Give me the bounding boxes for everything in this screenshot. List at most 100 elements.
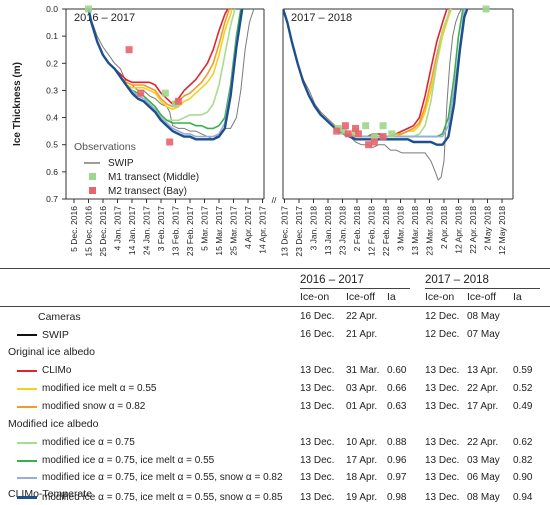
series-line-mod_melt	[87, 8, 233, 111]
x-tick-label: 2 Apr. 2018	[439, 206, 449, 249]
cell: 13 Dec.	[300, 383, 335, 394]
mod-snow-swatch	[17, 406, 37, 408]
group-heading-original: Original ice albedo	[0, 345, 550, 359]
legend-label-swip: SWIP	[108, 158, 134, 169]
x-tick-label: 22 Feb. 2018	[381, 206, 391, 256]
row-label-mod-ice-melt: modified ice α = 0.75, ice melt α = 0.55	[42, 455, 215, 466]
x-tick-label: 13 Mar. 2018	[410, 206, 420, 256]
x-tick-label: 14 Apr. 2017	[258, 206, 268, 254]
obs-marker-obs_m1	[340, 127, 348, 135]
obs-marker-obs_m1	[370, 133, 378, 141]
x-tick-label: 22 Apr. 2018	[468, 206, 478, 254]
cell: 13 Dec.	[300, 455, 335, 466]
series-line-swip	[283, 8, 462, 181]
obs-marker-obs_m2	[174, 97, 182, 105]
cell: 16 Dec.	[300, 329, 335, 340]
cell: 10 Apr.	[346, 437, 378, 448]
cell: 07 May	[467, 329, 500, 340]
cell: 0.49	[513, 401, 533, 412]
col-ia-2: Ia	[513, 291, 522, 303]
cell: 0.63	[387, 401, 407, 412]
x-tick-label: 24 Jan. 2017	[142, 206, 152, 255]
x-tick-label: 13 Dec. 2017	[280, 206, 290, 257]
series-line-mod_ice_melt_snow	[283, 8, 466, 138]
ice-dates-table: 2016 – 2017 2017 – 2018 Ice-on Ice-off I…	[0, 268, 550, 505]
table-row: modified ice melt α = 0.55 13 Dec. 03 Ap…	[0, 382, 550, 396]
col-ice-on-2: Ice-on	[425, 291, 455, 303]
panel-title: 2016 – 2017	[74, 12, 135, 24]
cell: 12 Dec.	[425, 311, 460, 322]
y-tick-label: 0.6	[46, 167, 58, 177]
panel-1: 5 Dec. 2016 15 Dec. 2016 25 Dec. 2016 4 Jan…	[66, 5, 268, 257]
axis-break-mark: //	[272, 195, 277, 205]
cell: 03 Apr.	[346, 383, 378, 394]
obs-marker-obs_m1	[362, 122, 370, 130]
x-tick-label: 12 Feb. 2018	[367, 206, 377, 256]
cell: 13 Dec.	[300, 401, 335, 412]
cell: 19 Apr.	[346, 492, 378, 503]
series-line-mod_ice_melt	[87, 8, 242, 130]
col-ice-off-1: Ice-off	[346, 291, 375, 303]
row-label-cameras: Cameras	[38, 311, 81, 323]
obs-marker-obs_m1	[85, 5, 92, 13]
x-tick-label: 5 Dec. 2016	[69, 206, 79, 252]
mod-melt-swatch	[17, 388, 37, 390]
y-tick-label: 0.3	[46, 85, 58, 95]
x-tick-label: 15 Mar. 2017	[214, 206, 224, 256]
col-ice-off-2: Ice-off	[467, 291, 496, 303]
cell: 13 Dec.	[300, 472, 335, 483]
obs-marker-obs_m2	[354, 130, 362, 138]
cell: 03 May	[467, 455, 500, 466]
cell: 13 Dec.	[425, 365, 460, 376]
obs-marker-obs_m2	[352, 124, 360, 132]
cell: 08 May	[467, 311, 500, 322]
x-tick-label: 25 Dec. 2016	[98, 206, 108, 257]
x-tick-label: 23 Dec. 2017	[294, 206, 304, 257]
season-header-2: 2017 – 2018	[425, 274, 489, 286]
x-tick-label: 2 Feb. 2018	[352, 206, 362, 252]
cell: 0.62	[513, 437, 533, 448]
x-tick-label: 4 Jan. 2017	[113, 206, 123, 251]
x-tick-label: 12 Apr. 2018	[454, 206, 464, 254]
y-tick-label: 0.2	[46, 58, 58, 68]
obs-marker-obs_m1	[482, 5, 490, 13]
cell: 0.59	[513, 365, 533, 376]
y-tick-label: 0.0	[46, 4, 58, 14]
x-tick-label: 15 Dec. 2016	[84, 206, 94, 257]
cell: 17 Apr.	[467, 401, 499, 412]
cell: 13 Dec.	[425, 472, 460, 483]
group-label: Modified ice albedo	[8, 418, 99, 430]
cell: 17 Apr.	[346, 455, 378, 466]
row-label-mod-ice-melt-snow: modified ice α = 0.75, ice melt α = 0.55…	[42, 472, 283, 483]
cell: 31 Mar.	[346, 365, 380, 376]
cell: 13 Dec.	[425, 492, 460, 503]
table-row: modified ice α = 0.75, ice melt α = 0.55…	[0, 491, 550, 505]
obs-marker-obs_m2	[125, 46, 133, 54]
season-1-rule	[300, 288, 410, 289]
cell: 22 Apr.	[467, 437, 499, 448]
row-label-mod-melt: modified ice melt α = 0.55	[42, 383, 157, 394]
x-tick-label: 4 Apr. 2017	[243, 206, 253, 249]
group-heading-modified: Modified ice albedo	[0, 417, 550, 431]
season-header-1: 2016 – 2017	[300, 274, 364, 286]
table-top-rule	[0, 268, 550, 269]
mod-ice-melt-snow-swatch	[17, 477, 37, 479]
cell: 0.66	[387, 383, 407, 394]
cell: 16 Dec.	[300, 311, 335, 322]
x-tick-label: 25 Mar. 2017	[229, 206, 239, 256]
x-tick-label: 23 Feb. 2017	[185, 206, 195, 256]
obs-marker-obs_m2	[365, 141, 373, 149]
panel-title: 2017 – 2018	[291, 12, 352, 24]
obs-marker-obs_m2	[344, 130, 352, 138]
obs-marker-obs_m1	[388, 130, 396, 138]
table-row: modified ice α = 0.75, ice melt α = 0.55…	[0, 471, 550, 485]
obs-marker-obs_m2	[166, 138, 174, 146]
group-label: Original ice albedo	[8, 346, 95, 358]
x-tick-label: 14 Jan. 2017	[127, 206, 137, 255]
table-row: Cameras 16 Dec. 22 Apr. 12 Dec. 08 May	[0, 310, 550, 324]
cell: 0.94	[513, 492, 533, 503]
cell: 22 Apr.	[346, 311, 378, 322]
cell: 13 Dec.	[425, 437, 460, 448]
season-2-rule	[425, 288, 540, 289]
series-line-mod_ice	[283, 8, 453, 138]
